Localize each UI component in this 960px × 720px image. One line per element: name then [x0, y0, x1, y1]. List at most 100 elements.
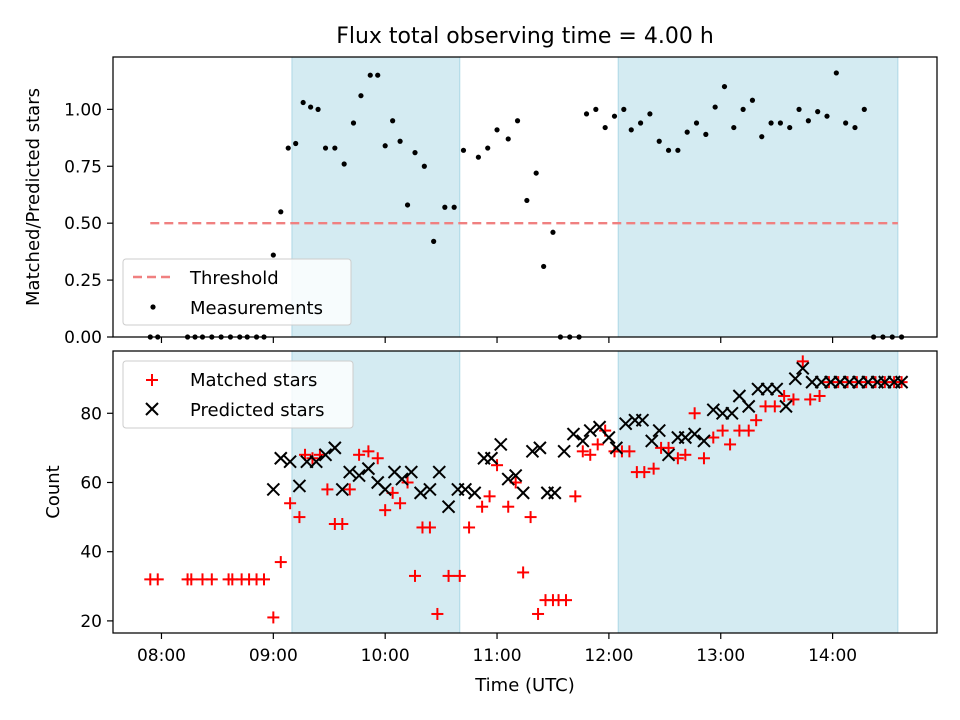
measurement-point: [341, 161, 347, 167]
chart-title: Flux total observing time = 4.00 h: [336, 24, 714, 49]
predicted-star-point: [292, 479, 307, 493]
measurement-point: [390, 118, 396, 124]
predicted-star-point: [687, 427, 702, 441]
matched-star-point: [463, 521, 476, 534]
predicted-star-point: [501, 472, 515, 486]
measurement-point: [675, 147, 681, 153]
measurement-point: [485, 145, 491, 151]
measurement-point: [693, 120, 700, 126]
matched-star-point: [697, 452, 710, 465]
matched-star-point: [584, 448, 597, 461]
measurement-point: [332, 145, 338, 151]
matched-star-point: [688, 407, 701, 420]
observing-windows-bottom: [291, 350, 899, 634]
measurement-point: [749, 97, 756, 103]
predicted-star-point: [318, 448, 333, 462]
ratio-plot-frame: [112, 56, 938, 338]
predicted-star-point: [697, 434, 711, 448]
matched-star-point: [662, 441, 675, 454]
measurement-point: [308, 104, 314, 110]
count-panel: 20 40 60 80 08:00 09:00 10:00 11:00 12:00 13:00 1…: [43, 350, 938, 696]
matched-star-point: [293, 511, 306, 524]
predicted-star-point: [413, 486, 428, 500]
predicted-star-point: [378, 482, 392, 497]
measurement-point: [796, 106, 802, 112]
measurement-point: [293, 140, 299, 147]
predicted-star-point: [458, 482, 473, 497]
matched-star-point: [813, 389, 826, 402]
matched-star-point: [804, 393, 817, 406]
measurement-point: [460, 147, 467, 153]
matched-star-point: [716, 424, 729, 437]
matched-star-point: [151, 573, 164, 586]
matched-star-point: [442, 569, 455, 582]
measurement-point: [475, 154, 481, 160]
measurement-point: [431, 238, 437, 244]
predicted-star-point: [742, 399, 756, 414]
predicted-star-point: [548, 486, 562, 500]
predicted-star-point: [602, 430, 616, 445]
count-y-tick-label: 60: [80, 473, 102, 493]
matched-star-point: [476, 500, 489, 513]
x-tick-label: 14:00: [808, 646, 857, 666]
predicted-star-point: [328, 441, 342, 455]
measurement-point: [861, 106, 867, 112]
ratio-y-tick-label: 0.75: [64, 157, 102, 177]
matched-star-point: [491, 459, 504, 472]
ratio-y-tick-label: 1.00: [64, 100, 102, 120]
measurement-point: [712, 104, 718, 110]
predicted-star-point: [533, 441, 547, 455]
matched-star-point: [409, 569, 422, 582]
measurement-point: [621, 106, 627, 112]
predicted-star-point: [566, 427, 581, 441]
measurement-point: [647, 111, 653, 117]
matched-star-point: [401, 476, 414, 489]
measurement-point: [628, 127, 634, 133]
measurement-point: [270, 252, 276, 258]
matched-star-point: [569, 490, 582, 503]
matched-star-point: [394, 497, 407, 510]
measurement-point: [805, 118, 811, 124]
measurement-point: [611, 113, 618, 119]
predicted-star-point: [609, 441, 624, 455]
measurement-point: [815, 109, 821, 115]
measurement-point: [412, 150, 418, 156]
predicted-star-point: [557, 444, 571, 459]
predicted-star-point: [494, 437, 508, 452]
ratio-y-tick-label: 0.00: [64, 328, 102, 348]
measurements-series: [147, 70, 905, 340]
threshold-legend-label: Threshold: [189, 268, 279, 289]
matched-star-point: [343, 483, 356, 496]
matched-star-point: [768, 400, 781, 413]
measurement-point: [541, 263, 547, 270]
measurement-point: [824, 113, 830, 119]
measurement-point: [375, 72, 381, 78]
measurement-point: [404, 202, 411, 208]
count-y-tick-label: 80: [80, 404, 102, 424]
matched-star-point: [258, 573, 271, 586]
matched-star-point: [778, 389, 791, 402]
observing-windows-top: [291, 56, 899, 338]
predicted-star-point: [274, 451, 288, 465]
predicted-star-point: [283, 455, 297, 469]
measurement-point: [505, 136, 511, 142]
matched-star-point: [787, 393, 800, 406]
measurement-point: [684, 129, 690, 135]
x-tick-label: 11:00: [473, 646, 522, 666]
predicted-star-point: [618, 416, 633, 431]
measurement-point: [656, 138, 662, 144]
predicted-star-point: [576, 434, 590, 448]
predicted-star-point: [484, 451, 499, 465]
predicted-star-point: [343, 465, 357, 479]
matched-star-point: [750, 414, 763, 427]
matched-star-point: [796, 355, 809, 368]
measurement-point: [665, 147, 672, 153]
predicted-star-point: [583, 423, 597, 438]
matched-star-point: [423, 521, 436, 534]
predicted-star-point: [525, 444, 540, 459]
measurement-point: [721, 83, 728, 90]
measurement-point: [451, 204, 457, 210]
matched-star-point: [638, 466, 651, 479]
count-series: [144, 355, 909, 624]
